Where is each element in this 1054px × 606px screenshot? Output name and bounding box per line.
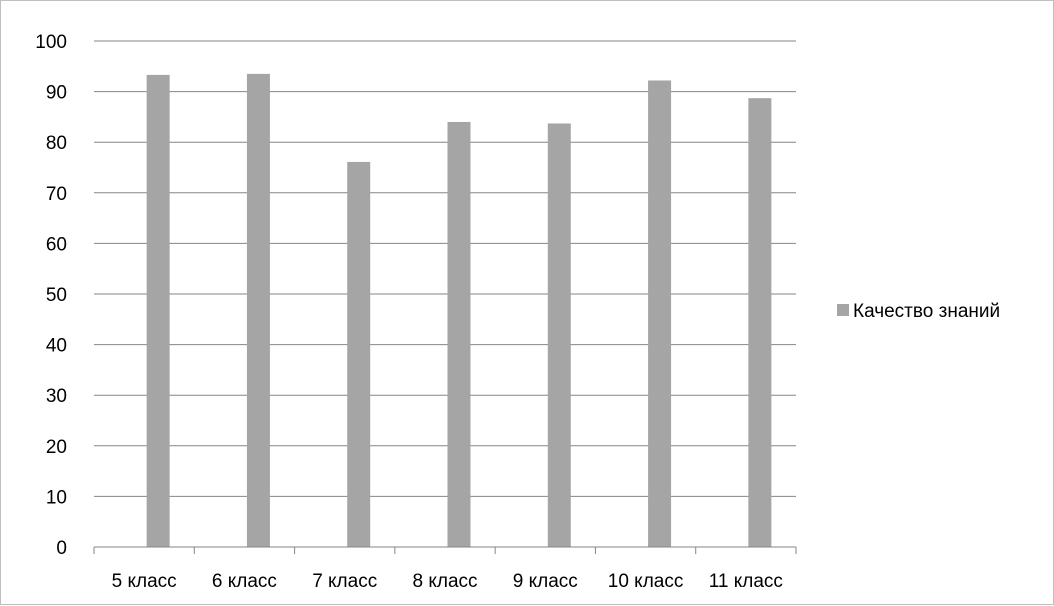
y-tick-label: 90 [46,83,67,104]
y-tick-label: 10 [46,487,67,508]
bar [748,98,772,547]
y-axis-tick-labels: 0 10 20 30 40 50 60 70 80 90 100 [35,32,67,559]
x-tick-label: 5 класс [112,571,177,592]
x-tick-label: 11 класс [709,571,783,592]
x-tick-label: 10 класс [608,571,684,592]
x-axis-tick-labels: 5 класс 6 класс 7 класс 8 класс 9 класс 10 кл… [112,571,783,592]
bars [146,73,772,548]
y-tick-label: 80 [46,133,67,154]
y-tick-label: 20 [46,437,67,458]
bar [146,74,170,547]
legend: Качество знаний [837,301,1000,322]
gridlines [94,40,796,497]
legend-label: Качество знаний [853,301,1000,322]
x-tick-label: 8 класс [412,571,477,592]
x-tick-label: 7 класс [312,571,377,592]
bar [648,80,672,547]
bar [347,161,371,547]
y-tick-label: 30 [46,386,67,407]
bar [246,73,270,547]
x-tick-label: 6 класс [212,571,277,592]
y-tick-label: 60 [46,234,67,255]
x-axis-tick-marks [93,547,797,554]
y-tick-label: 0 [56,538,67,559]
bar [447,121,471,548]
x-tick-label: 9 класс [513,571,578,592]
y-tick-label: 40 [46,336,67,357]
y-tick-label: 50 [46,285,67,306]
y-tick-label: 100 [35,32,67,53]
legend-swatch [837,304,849,316]
y-tick-label: 70 [46,184,67,205]
bar [547,123,571,547]
